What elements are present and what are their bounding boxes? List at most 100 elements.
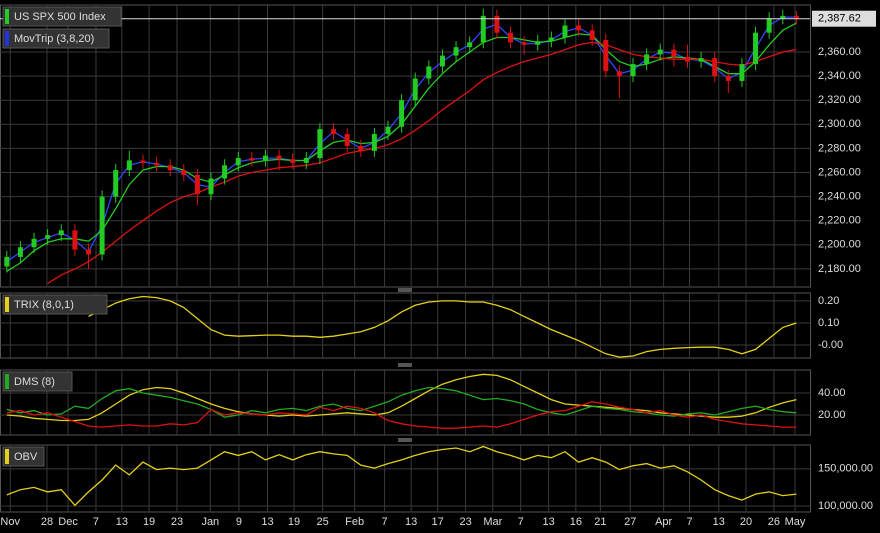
panel-handles: [398, 288, 412, 442]
legend-box: [2, 28, 110, 49]
candle-body: [208, 178, 214, 195]
panel-frame: [0, 4, 811, 288]
x-tick-label: 20: [740, 516, 752, 528]
candle-body: [276, 155, 282, 160]
candle-body: [535, 41, 541, 45]
candle-body: [766, 18, 772, 33]
x-tick-label: 7: [93, 516, 99, 528]
candle-body: [630, 64, 636, 77]
y-tick-label: 0.20: [818, 295, 839, 307]
candle-body: [154, 162, 160, 166]
y-tick-label: 2,340.00: [818, 70, 861, 82]
candle-body: [671, 49, 677, 57]
y-tick-label: 2,180.00: [818, 263, 861, 275]
candle-body: [453, 47, 459, 56]
x-tick-label: Mar: [483, 516, 502, 528]
candle-body: [4, 256, 10, 267]
last-price-box: [812, 10, 876, 27]
x-tick-label: 7: [686, 516, 692, 528]
candle-body: [167, 165, 173, 171]
candle-body: [58, 230, 64, 236]
indicator-line: [88, 295, 797, 358]
x-tick-label: 9: [236, 516, 242, 528]
indicator-line: [6, 386, 797, 418]
x-tick-label: 13: [542, 516, 554, 528]
candle-body: [480, 15, 486, 43]
x-tick-label: Jan: [201, 516, 219, 528]
y-tick-label: 40.00: [818, 387, 846, 399]
candle-body: [644, 54, 650, 65]
indicator-line: [6, 445, 797, 507]
candle-body: [548, 37, 554, 42]
candle-body: [235, 158, 241, 166]
indicator-line: [6, 401, 797, 429]
x-tick-label: 19: [143, 516, 155, 528]
candle-body: [262, 155, 268, 161]
candle-body: [684, 56, 690, 62]
y-tick-label: -0.00: [818, 339, 843, 351]
x-tick-label: 7: [382, 516, 388, 528]
candle-body: [793, 15, 799, 19]
y-tick-label: 2,240.00: [818, 191, 861, 203]
candle-body: [303, 158, 309, 163]
panel-frame: [0, 444, 811, 513]
candle-body: [17, 247, 23, 257]
y-tick-label: 2,320.00: [818, 94, 861, 106]
legend-box: [2, 294, 108, 315]
candle-body: [72, 230, 78, 250]
y-tick-label: 150,000.00: [818, 463, 873, 475]
candle-body: [194, 174, 200, 195]
candle-body: [126, 160, 132, 171]
candle-body: [739, 64, 745, 81]
x-tick-label: 23: [459, 516, 471, 528]
legend-box: [2, 6, 122, 27]
x-tick-label: 7: [518, 516, 524, 528]
legend-swatch: [5, 9, 9, 24]
y-tick-label: 100,000.00: [818, 500, 873, 512]
candle-body: [521, 42, 527, 45]
x-tick-label: 23: [171, 516, 183, 528]
candle-body: [358, 146, 364, 151]
x-tick-label: 28: [41, 516, 53, 528]
legend-label: TRIX (8,0,1): [14, 299, 74, 311]
y-tick-label: 2,300.00: [818, 118, 861, 130]
legend-box: [2, 446, 45, 467]
y-tick-label: 2,260.00: [818, 166, 861, 178]
y-tick-label: 2,360.00: [818, 46, 861, 58]
candle-body: [753, 32, 759, 65]
legend-swatch: [5, 297, 9, 312]
candle-body: [249, 158, 255, 161]
candle-body: [290, 159, 296, 163]
candle-body: [562, 25, 568, 38]
y-tick-label: 0.10: [818, 317, 839, 329]
x-tick-label: May: [785, 516, 806, 528]
candle-body: [399, 100, 405, 127]
candle-body: [113, 170, 119, 197]
candle-body: [616, 71, 622, 77]
candle-body: [317, 129, 323, 159]
candle-body: [371, 133, 377, 151]
x-tick-label: Apr: [655, 516, 672, 528]
candle-body: [467, 42, 473, 48]
x-tick-label: 19: [288, 516, 300, 528]
candle-body: [181, 170, 187, 175]
candle-body: [412, 78, 418, 101]
x-tick-label: 13: [713, 516, 725, 528]
candle-body: [140, 160, 146, 163]
legend-box: [2, 371, 73, 392]
candle-body: [344, 133, 350, 146]
x-tick-label: 21: [594, 516, 606, 528]
x-tick-label: 16: [570, 516, 582, 528]
x-tick-label: 13: [261, 516, 273, 528]
legend-swatch: [5, 374, 9, 389]
candle-body: [439, 55, 445, 67]
legend-label: US SPX 500 Index: [14, 11, 106, 23]
moving-average-line: [47, 41, 797, 284]
candle-body: [712, 58, 718, 77]
x-tick-label: Nov: [0, 516, 20, 528]
candle-body: [603, 39, 609, 72]
candle-body: [657, 49, 663, 55]
candle-body: [589, 30, 595, 40]
